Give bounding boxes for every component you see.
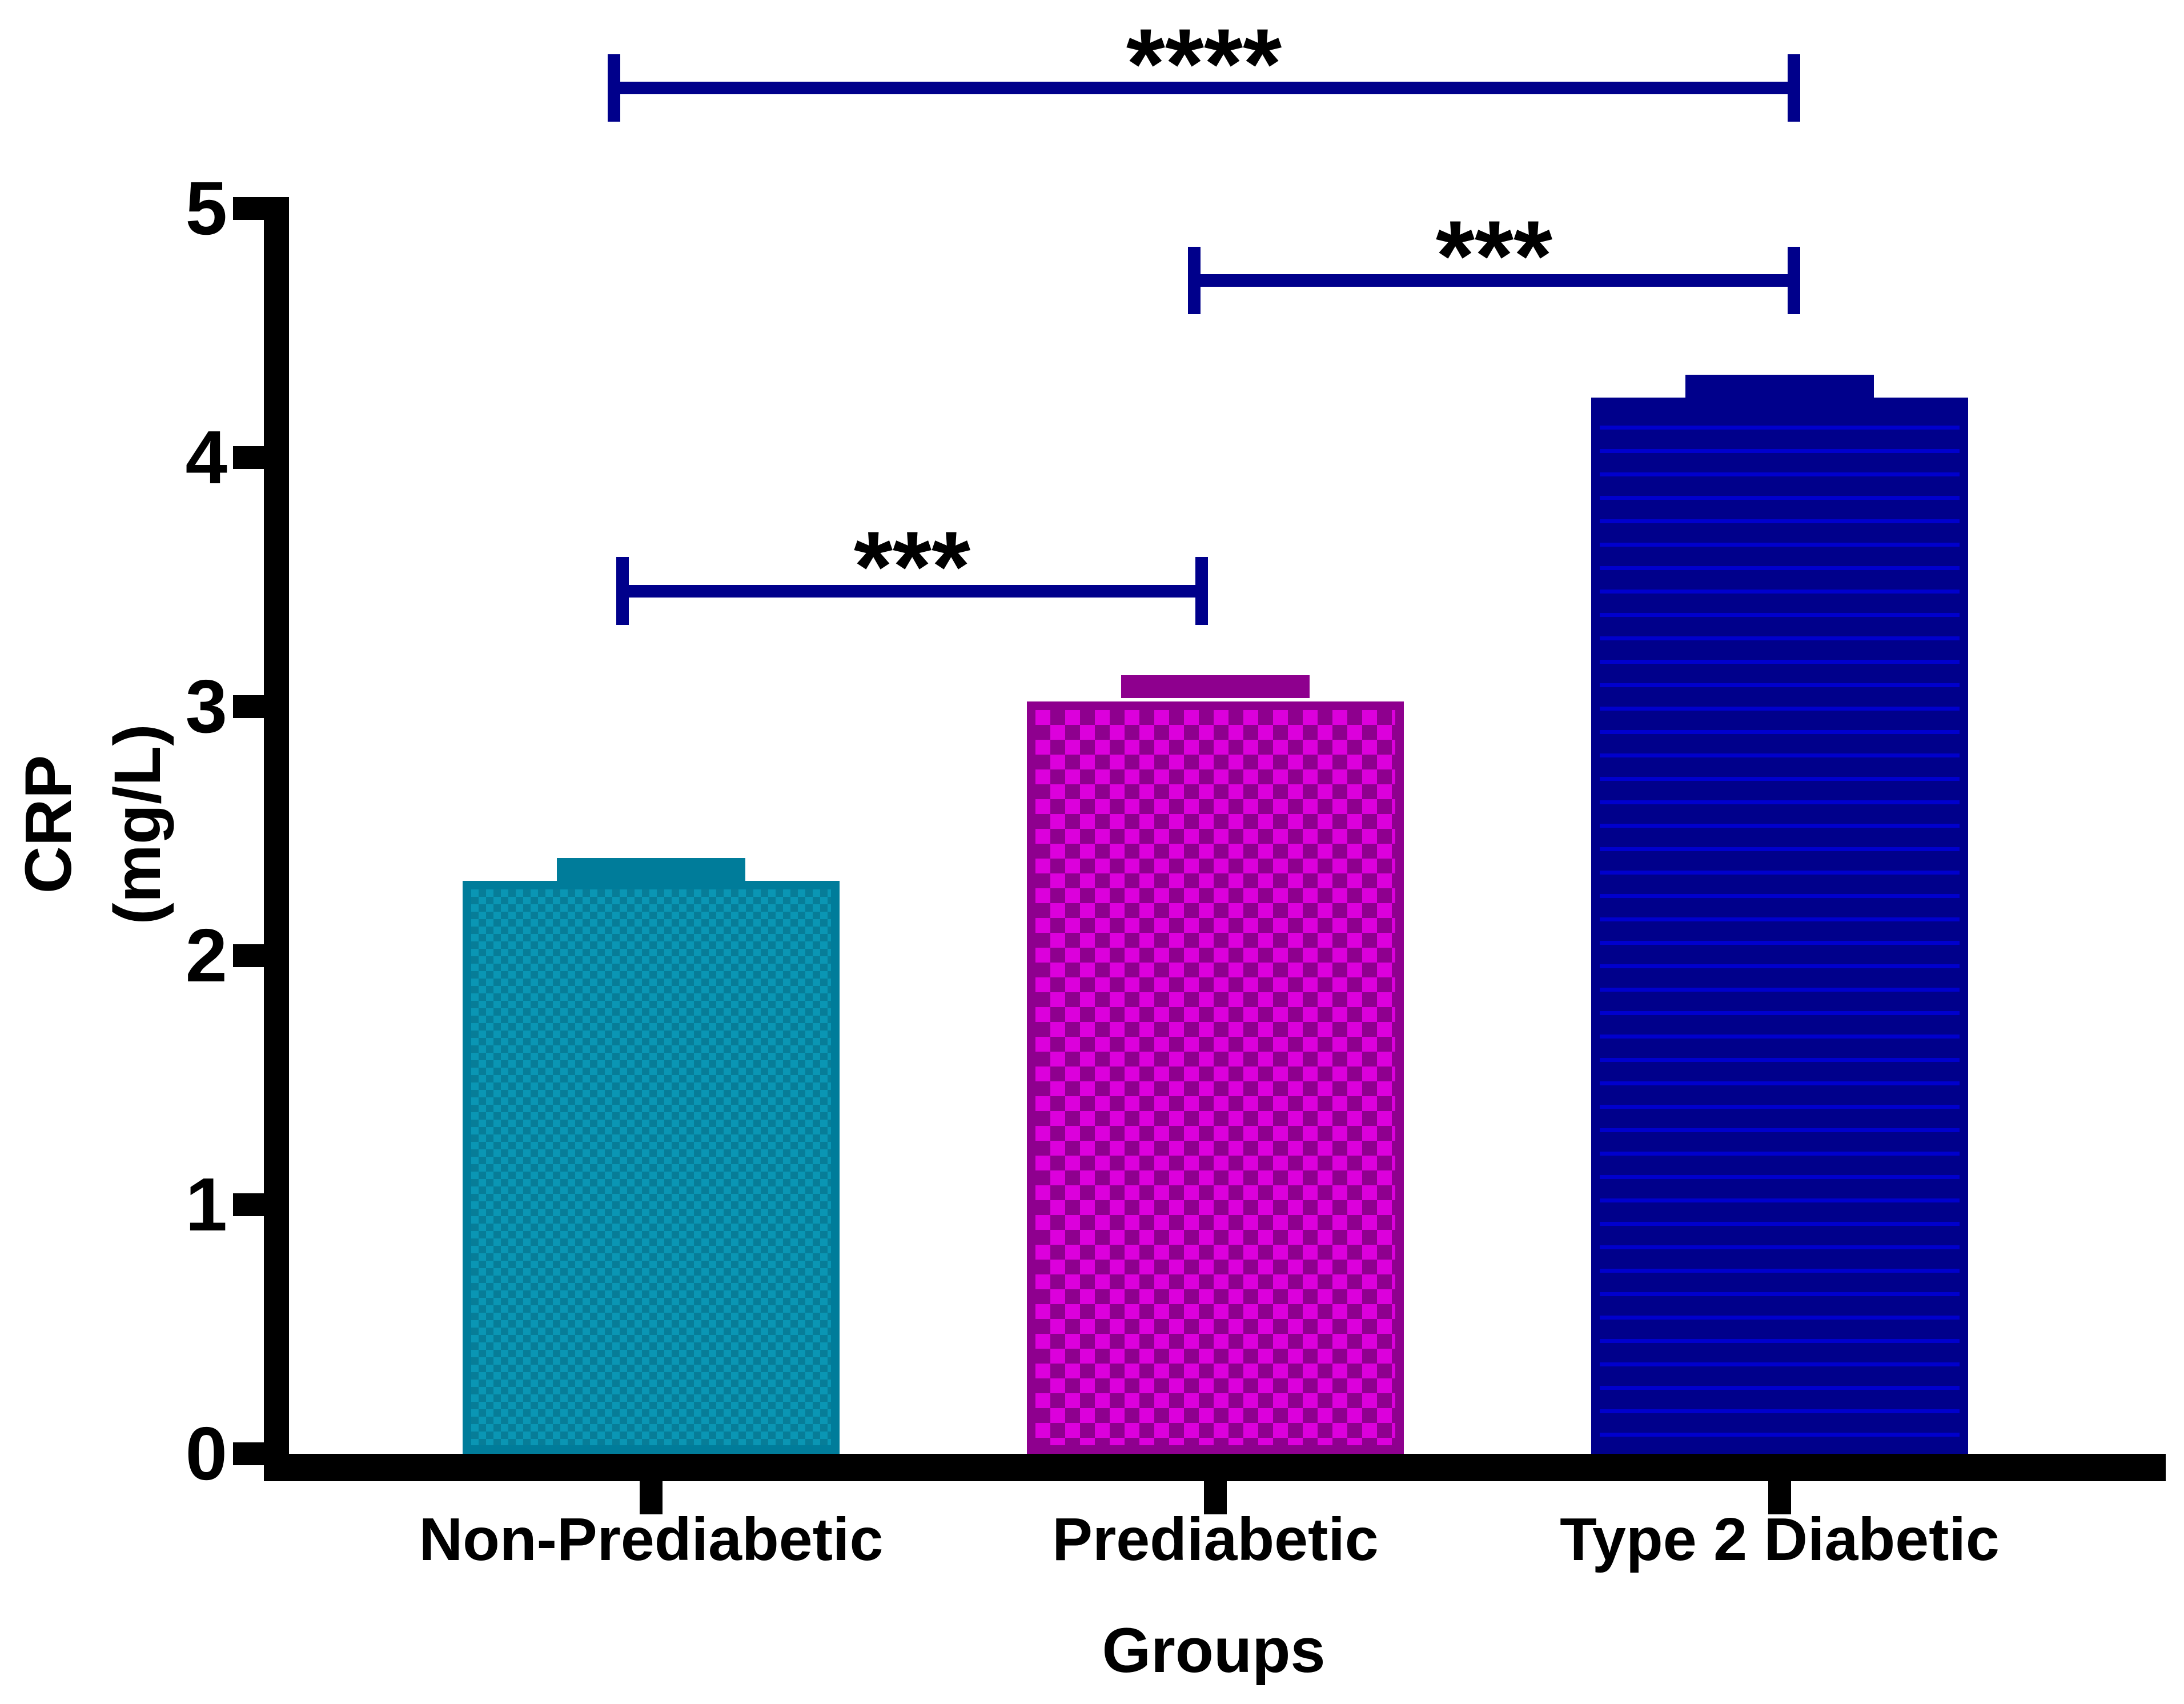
y-tick-label-5: 5 [185, 166, 227, 250]
sig-stars-right: *** [1435, 201, 1553, 312]
error-cap-non-prediabetic [557, 858, 745, 881]
sig-bracket-left-left-tick [616, 557, 629, 625]
y-tick-label-4: 4 [185, 415, 227, 499]
x-axis-line [264, 1454, 2166, 1481]
sig-bracket-top-right-tick [1788, 54, 1800, 122]
sig-bracket-right-right-tick [1788, 247, 1800, 314]
y-tick-label-2: 2 [185, 913, 227, 997]
category-label-prediabetic: Prediabetic [1052, 1506, 1379, 1573]
error-cap-prediabetic [1121, 675, 1310, 698]
error-cap-type-2-diabetic [1685, 375, 1874, 398]
bar-non-prediabetic [463, 881, 840, 1454]
y-tick-5 [233, 197, 265, 220]
y-tick-label-0: 0 [185, 1412, 227, 1495]
y-axis-title-line1: CRP [12, 755, 85, 894]
y-tick-4 [233, 446, 265, 469]
sig-stars-top: **** [1126, 9, 1282, 120]
y-axis-line [264, 197, 289, 1481]
sig-bracket-right-line [1188, 274, 1800, 287]
y-axis-title-line2: (mg/L) [101, 724, 174, 925]
x-tick-prediabetic [1204, 1481, 1227, 1514]
sig-bracket-top-left-tick [608, 54, 620, 122]
bar-prediabetic [1027, 701, 1404, 1454]
y-tick-2 [233, 944, 265, 967]
sig-bracket-left-right-tick [1195, 557, 1208, 625]
x-tick-non-prediabetic [640, 1481, 663, 1514]
y-tick-3 [233, 695, 265, 718]
x-axis-title: Groups [1102, 1615, 1326, 1686]
y-tick-label-3: 3 [185, 664, 227, 748]
y-tick-label-1: 1 [185, 1162, 227, 1246]
y-tick-0 [233, 1442, 265, 1465]
sig-bracket-left-line [616, 585, 1208, 598]
y-tick-1 [233, 1193, 265, 1216]
category-label-type-2-diabetic: Type 2 Diabetic [1560, 1506, 2000, 1573]
sig-stars-left: *** [853, 511, 971, 623]
bar-type-2-diabetic [1591, 398, 1968, 1454]
category-label-non-prediabetic: Non-Prediabetic [419, 1506, 884, 1573]
sig-bracket-top-line [608, 82, 1800, 94]
sig-bracket-right-left-tick [1188, 247, 1201, 314]
x-tick-type-2-diabetic [1768, 1481, 1791, 1514]
